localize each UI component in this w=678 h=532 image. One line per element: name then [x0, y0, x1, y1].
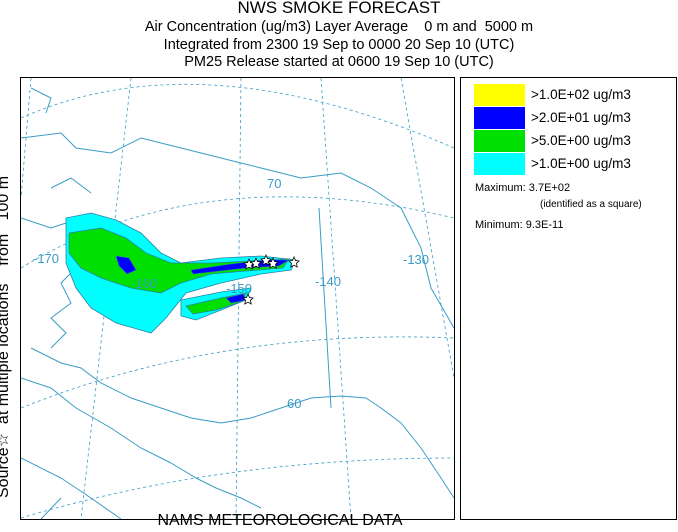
graticule — [21, 78, 454, 519]
coastlines — [21, 87, 454, 519]
border-line — [318, 207, 332, 409]
map-svg: 70 60 -170 -160 -150 -140 -130 — [21, 78, 454, 519]
smoke-plume — [65, 212, 297, 334]
legend-label-5: >5.0E+00 ug/m3 — [531, 133, 631, 148]
lon-label-160: -160 — [131, 276, 157, 291]
legend-swatch-1 — [474, 153, 525, 175]
legend-label-1: >1.0E+00 ug/m3 — [531, 156, 631, 171]
source-markers — [242, 253, 300, 305]
minimum-value: Minimum: 9.3E-11 — [475, 219, 564, 231]
lat-label-60: 60 — [287, 396, 301, 411]
subtitle-concentration: Air Concentration (ug/m3) Layer Average … — [144, 19, 534, 35]
data-source-footer: NAMS METEOROLOGICAL DATA — [157, 512, 403, 529]
map-panel: 70 60 -170 -160 -150 -140 -130 — [20, 77, 455, 520]
maximum-value: Maximum: 3.7E+02 — [475, 182, 571, 194]
lon-label-170: -170 — [33, 251, 59, 266]
legend-swatch-20 — [474, 107, 525, 129]
lon-label-150: -150 — [226, 281, 252, 296]
maximum-note: (identified as a square) — [540, 199, 642, 210]
lon-label-130: -130 — [403, 252, 429, 267]
legend-label-20: >2.0E+01 ug/m3 — [531, 110, 631, 125]
lat-label-70: 70 — [267, 176, 281, 191]
legend-label-100: >1.0E+02 ug/m3 — [531, 87, 631, 102]
subtitle-release: PM25 Release started at 0600 19 Sep 10 (… — [184, 54, 494, 70]
legend-panel: >1.0E+02 ug/m3 >2.0E+01 ug/m3 >5.0E+00 u… — [460, 77, 677, 520]
forecast-title: NWS SMOKE FORECAST — [237, 0, 441, 17]
source-side-label: Source☆ at multiple locations from 100 m — [0, 176, 12, 498]
legend-swatch-5 — [474, 130, 525, 152]
legend-swatch-100 — [474, 84, 525, 106]
subtitle-integration: Integrated from 2300 19 Sep to 0000 20 S… — [163, 37, 515, 53]
lon-label-140: -140 — [315, 274, 341, 289]
